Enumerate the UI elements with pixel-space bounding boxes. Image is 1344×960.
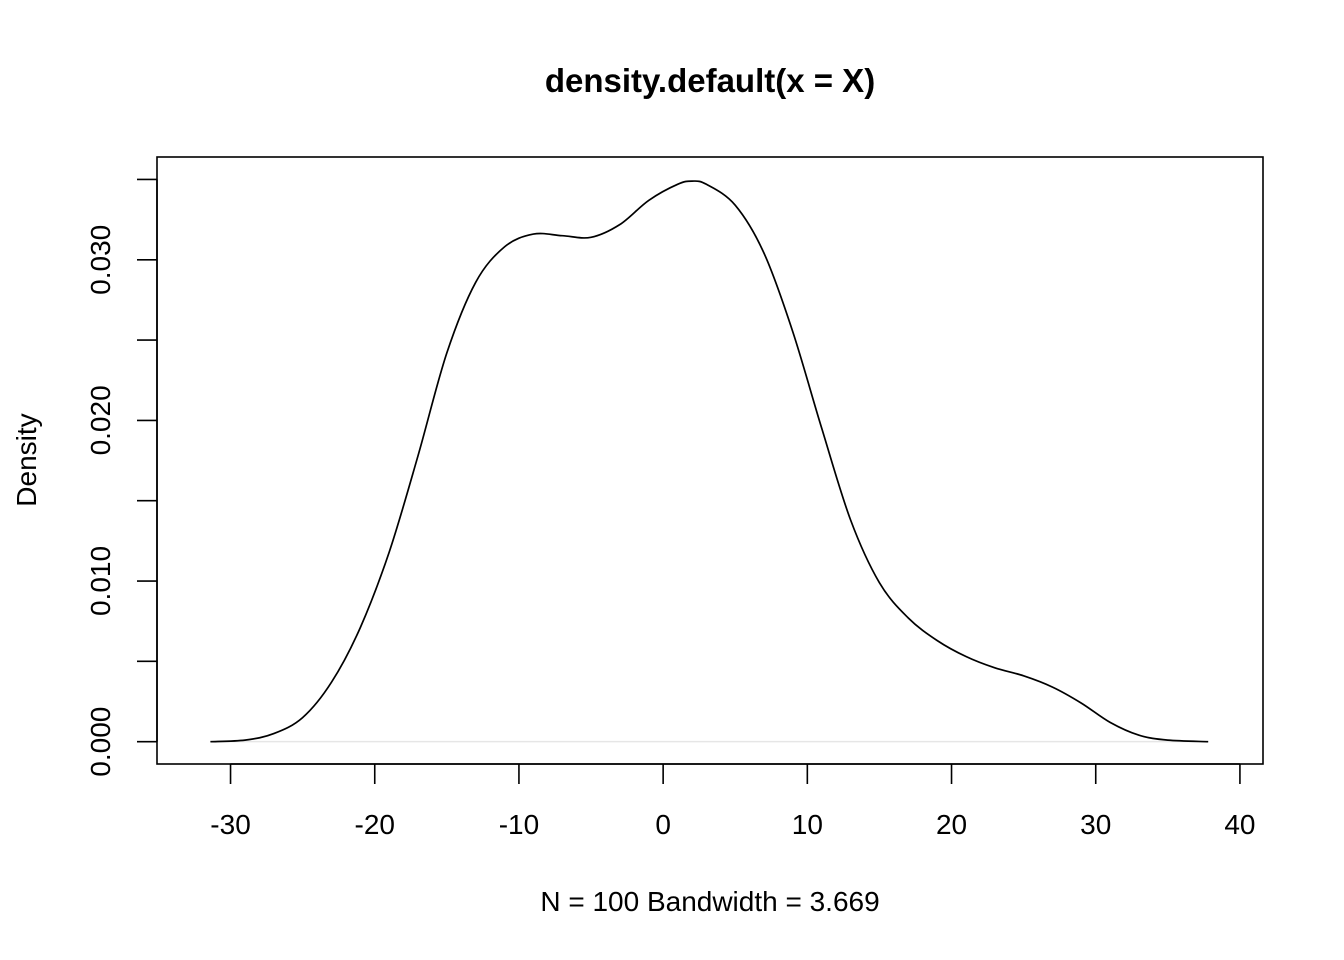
- x-tick-label: -10: [499, 809, 539, 840]
- x-axis: -30 -20 -10 0 10 20 30 40: [210, 763, 1256, 840]
- x-tick-label: 30: [1080, 809, 1111, 840]
- x-tick-label: -20: [355, 809, 395, 840]
- x-tick-label: 40: [1224, 809, 1255, 840]
- y-tick-label: 0.030: [85, 225, 116, 295]
- chart-title: density.default(x = X): [545, 62, 875, 99]
- x-tick-label: 0: [655, 809, 671, 840]
- plot-frame: [156, 156, 1264, 765]
- x-tick-label: -30: [210, 809, 250, 840]
- density-curve: [210, 180, 1209, 743]
- y-tick-label: 0.010: [85, 546, 116, 616]
- y-tick-label: 0.000: [85, 707, 116, 777]
- x-tick-label: 10: [792, 809, 823, 840]
- x-tick-label: 20: [936, 809, 967, 840]
- y-axis: 0.000 0.010 0.020 0.030: [85, 178, 158, 777]
- x-axis-label: N = 100 Bandwidth = 3.669: [540, 886, 879, 917]
- y-axis-label: Density: [11, 413, 42, 506]
- y-tick-label: 0.020: [85, 385, 116, 455]
